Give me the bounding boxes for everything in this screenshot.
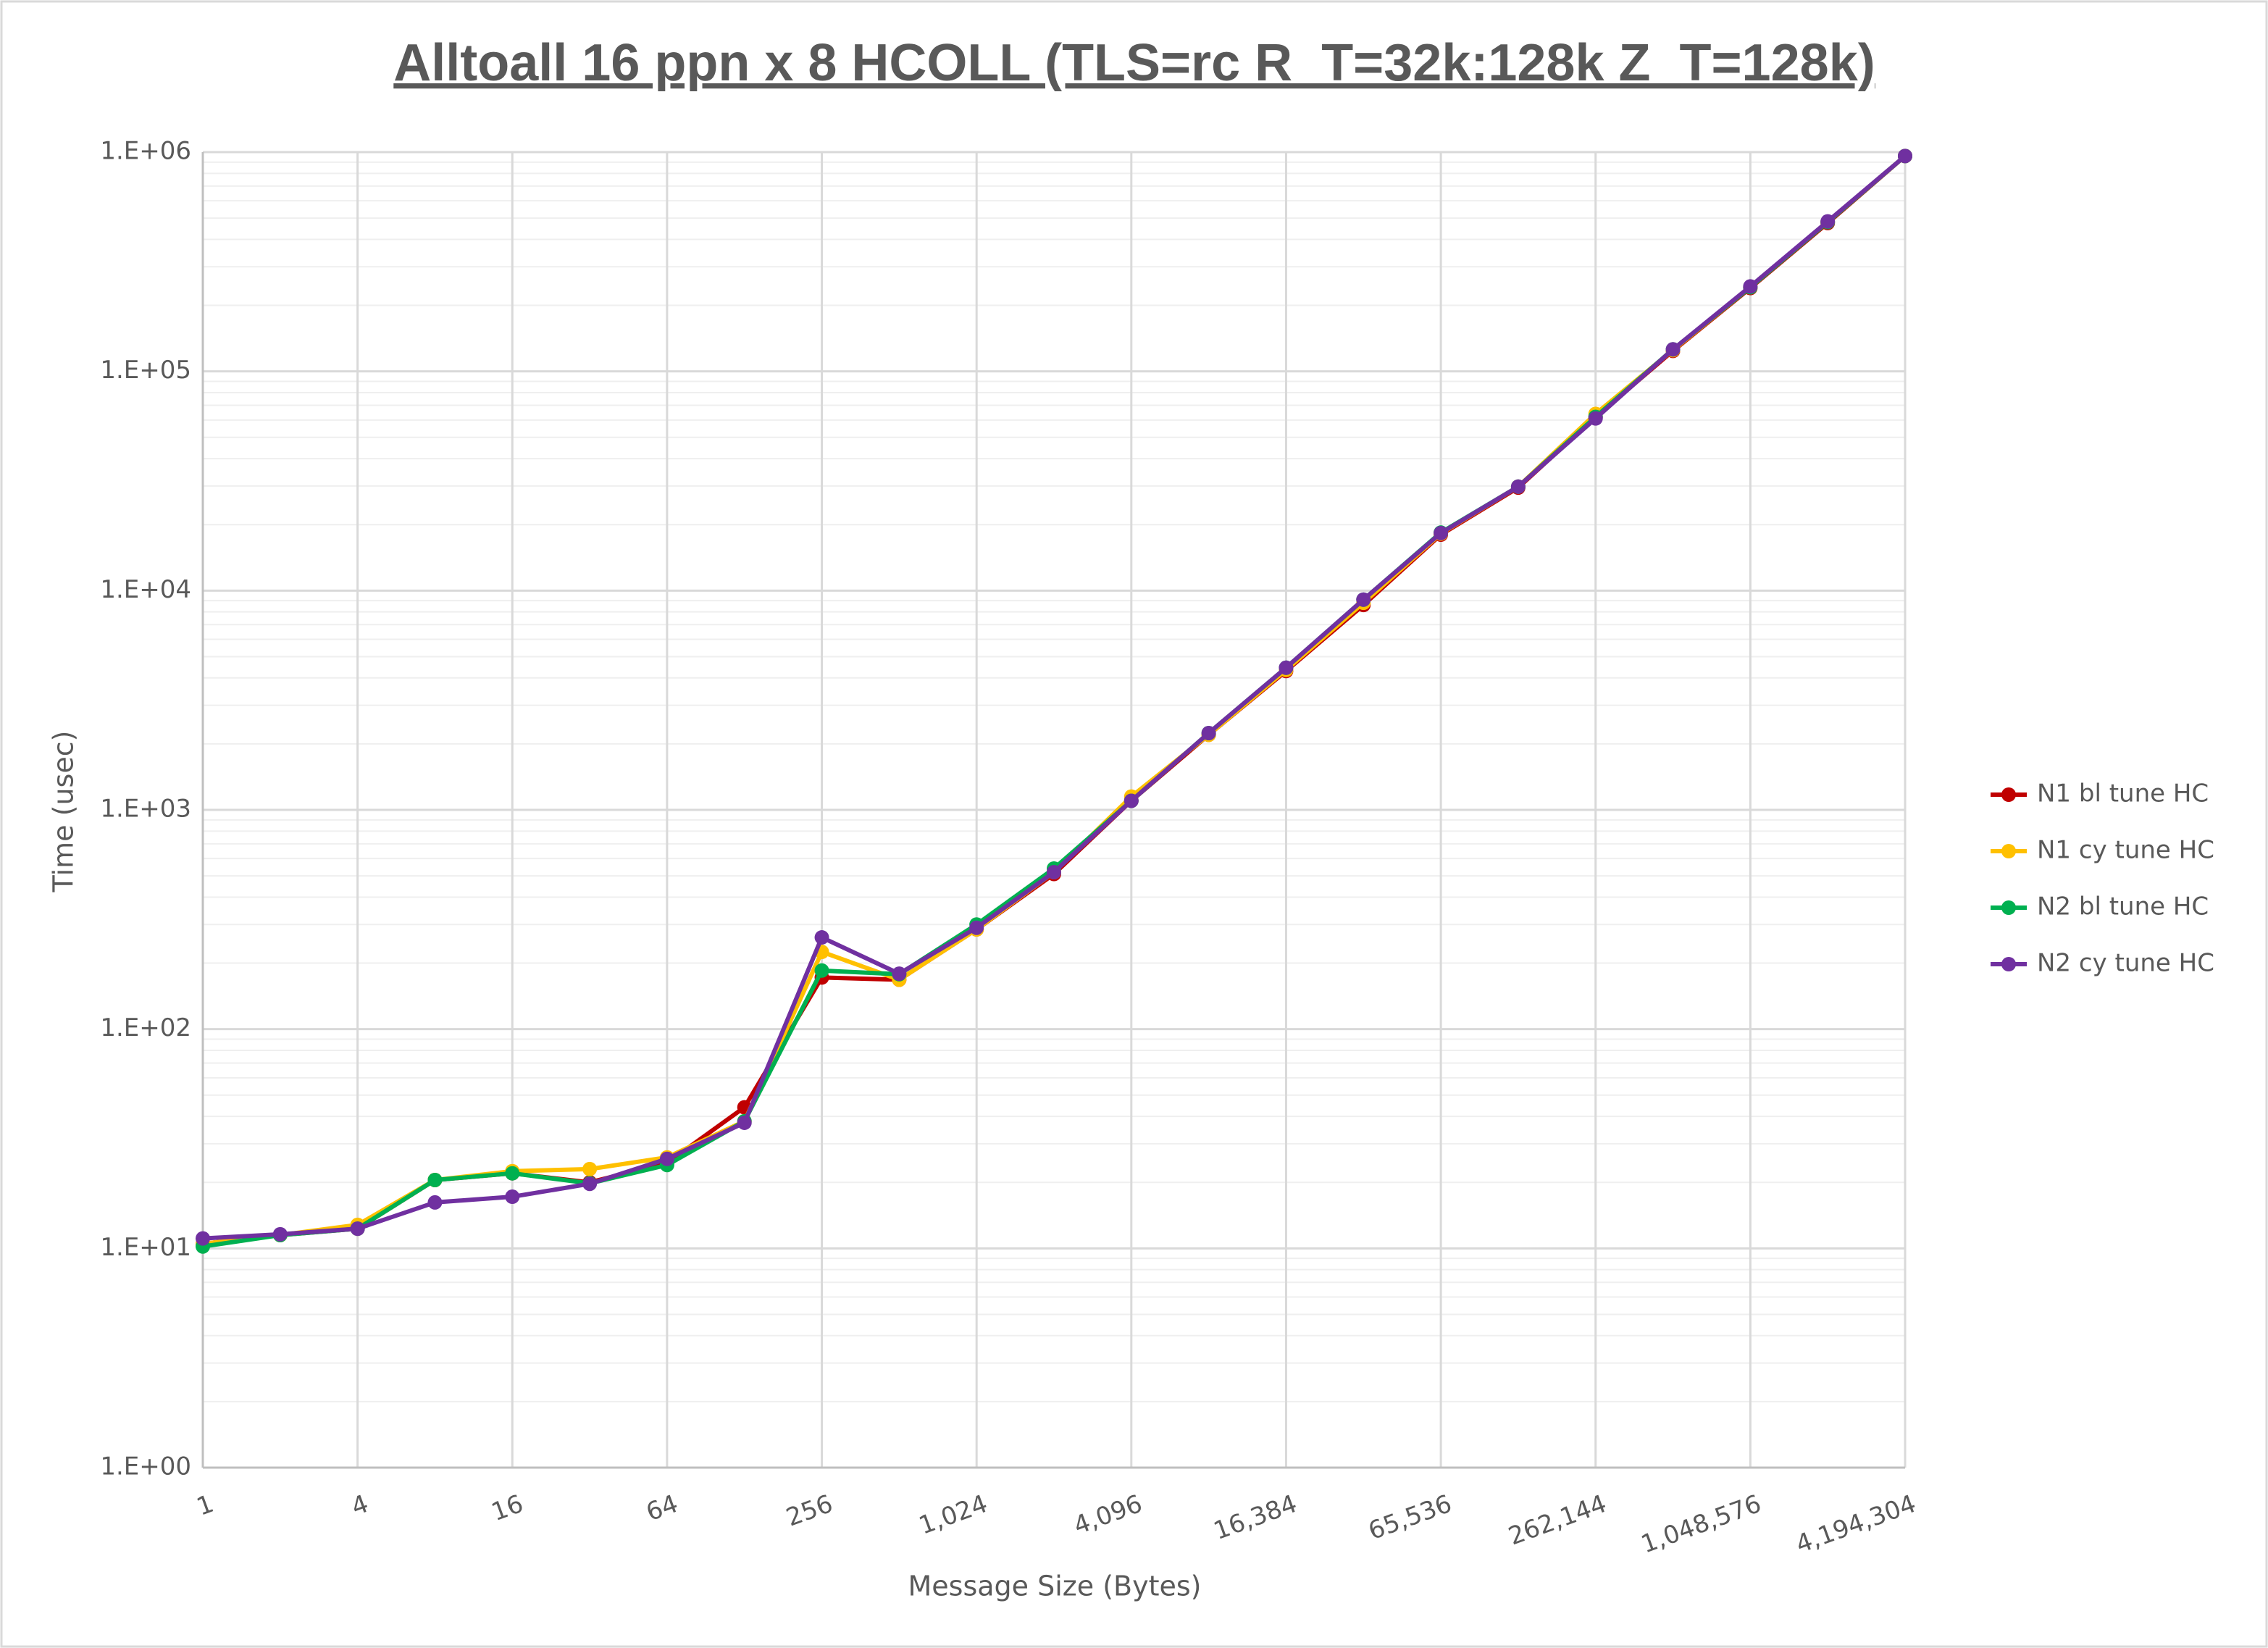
data-point xyxy=(1510,479,1526,494)
data-point xyxy=(1434,525,1449,540)
legend-marker xyxy=(2001,900,2016,915)
data-point xyxy=(814,930,829,945)
legend-label: N1 cy tune HC xyxy=(2037,836,2214,865)
chart-title: Alltoall 16 ppn x 8 HCOLL (TLS=rc R_T=32… xyxy=(393,34,1875,92)
data-point xyxy=(814,963,829,978)
data-point xyxy=(1047,864,1061,879)
legend-marker xyxy=(2001,957,2016,971)
data-point xyxy=(1820,214,1836,229)
y-tick-label: 1.E+01 xyxy=(100,1233,191,1262)
legend-label: N1 bl tune HC xyxy=(2037,779,2209,808)
data-point xyxy=(1588,411,1603,426)
data-point xyxy=(737,1115,752,1130)
y-tick-label: 1.E+04 xyxy=(100,575,191,604)
y-axis-label: Time (usec) xyxy=(48,731,80,893)
legend-marker xyxy=(2001,787,2016,802)
data-point xyxy=(582,1161,598,1176)
data-point xyxy=(427,1172,443,1187)
data-point xyxy=(1898,149,1912,164)
y-tick-label: 1.E+03 xyxy=(100,795,191,824)
data-point xyxy=(505,1166,520,1181)
data-point xyxy=(892,966,907,982)
data-point xyxy=(1665,342,1681,357)
y-tick-label: 1.E+02 xyxy=(100,1013,191,1042)
data-point xyxy=(1201,725,1216,740)
data-point xyxy=(659,1151,674,1166)
data-point xyxy=(272,1226,288,1242)
data-point xyxy=(1356,592,1371,607)
legend-label: N2 cy tune HC xyxy=(2037,949,2214,978)
data-point xyxy=(505,1189,520,1205)
x-axis-label: Message Size (Bytes) xyxy=(908,1570,1202,1602)
legend-label: N2 bl tune HC xyxy=(2037,892,2209,921)
data-point xyxy=(582,1176,598,1192)
y-tick-label: 1.E+00 xyxy=(100,1452,191,1481)
data-point xyxy=(969,920,984,935)
y-tick-label: 1.E+06 xyxy=(100,137,191,166)
data-point xyxy=(427,1195,443,1210)
data-point xyxy=(1743,279,1758,294)
data-point xyxy=(350,1221,365,1237)
data-point xyxy=(196,1231,210,1246)
legend-marker xyxy=(2001,844,2016,858)
data-point xyxy=(1279,660,1294,675)
data-point xyxy=(1123,793,1139,808)
y-tick-label: 1.E+05 xyxy=(100,356,191,385)
